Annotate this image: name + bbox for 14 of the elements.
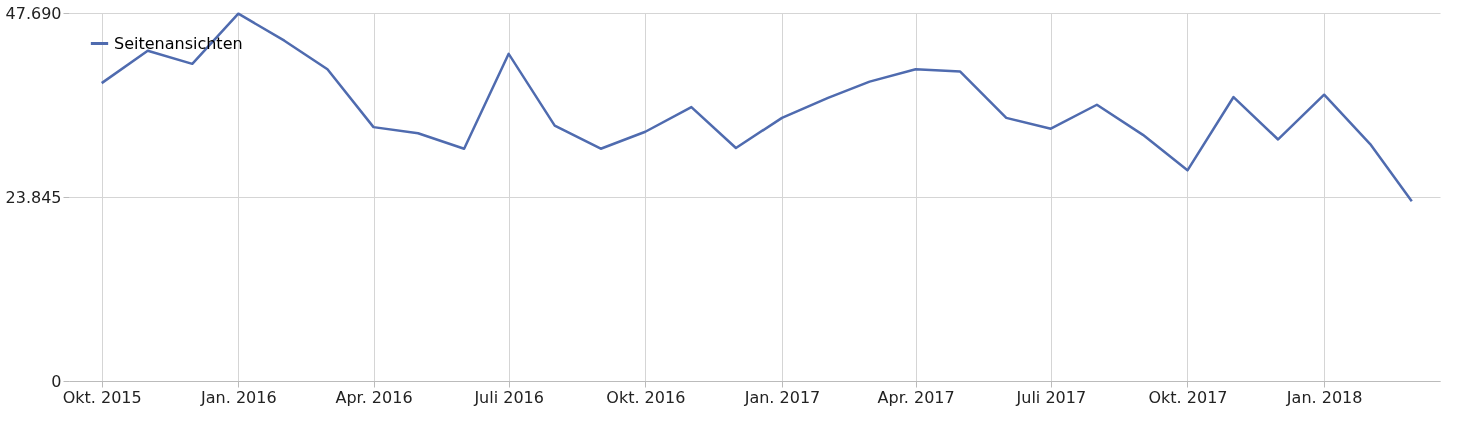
y-tick-label: 23.845	[5, 187, 62, 207]
line-series	[100, 12, 1414, 203]
x-tick-label: Jan. 2018	[1285, 387, 1363, 407]
x-tick-label: Jan. 2017	[743, 387, 821, 407]
x-tick-label: Apr. 2016	[335, 387, 413, 407]
x-tick-label: Okt. 2017	[1148, 387, 1228, 407]
y-tick-label: 0	[51, 371, 62, 391]
x-tick-label: Jan. 2016	[200, 387, 277, 407]
x-tick-label: Apr. 2017	[877, 387, 955, 407]
x-tick-label: Juli 2016	[473, 387, 544, 407]
x-tick-label: Okt. 2016	[606, 387, 686, 407]
x-tick-label: Juli 2017	[1015, 387, 1087, 407]
x-tick-label: Okt. 2015	[62, 387, 142, 407]
y-tick-label: 47.690	[5, 3, 62, 23]
